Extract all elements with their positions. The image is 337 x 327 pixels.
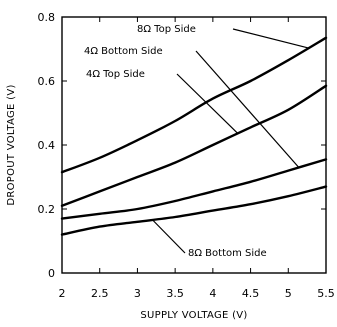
series-line-1 — [60, 36, 328, 174]
x-tick-labels: 2 2.5 3 3.5 4 4.5 5 5.5 — [59, 287, 335, 300]
y-tick-label: 0.8 — [38, 11, 56, 24]
tick-marks — [62, 17, 326, 273]
x-tick-label: 4 — [209, 287, 216, 300]
y-tick-label: 0 — [48, 267, 55, 280]
series-lines — [60, 36, 328, 236]
x-tick-label: 3.5 — [166, 287, 184, 300]
x-tick-label: 4.5 — [242, 287, 260, 300]
y-tick-label: 0.4 — [38, 139, 56, 152]
series-line-2 — [60, 84, 328, 207]
y-axis-label: DROPOUT VOLTAGE (V) — [6, 84, 17, 205]
x-axis-label: SUPPLY VOLTAGE (V) — [140, 310, 247, 321]
annotation-label: 4Ω Top Side — [86, 69, 145, 80]
annotation-label: 8Ω Bottom Side — [188, 248, 267, 259]
y-tick-labels: 0 0.2 0.4 0.6 0.8 — [38, 11, 56, 280]
x-tick-label: 5.5 — [317, 287, 335, 300]
series-line-3 — [60, 158, 328, 220]
series-line-4 — [60, 185, 328, 236]
x-tick-label: 2 — [59, 287, 66, 300]
curve-annotations: 8Ω Top Side 4Ω Bottom Side 4Ω Top Side 8Ω B… — [84, 24, 309, 259]
annotation-leader-line — [232, 28, 309, 49]
x-tick-label: 5 — [285, 287, 292, 300]
x-tick-label: 2.5 — [91, 287, 109, 300]
y-tick-label: 0.6 — [38, 75, 56, 88]
x-tick-label: 3 — [134, 287, 141, 300]
annotation-leader-line — [152, 219, 186, 254]
y-tick-label: 0.2 — [38, 203, 56, 216]
annotation-leader-line — [176, 73, 239, 134]
annotation-leader-line — [195, 50, 300, 168]
annotation-label: 4Ω Bottom Side — [84, 46, 163, 57]
annotation-label: 8Ω Top Side — [137, 24, 196, 35]
